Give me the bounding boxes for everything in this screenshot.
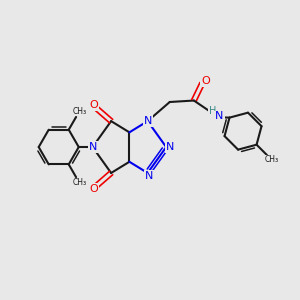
Text: N: N xyxy=(88,142,97,152)
Text: CH₃: CH₃ xyxy=(265,155,279,164)
Text: O: O xyxy=(89,184,98,194)
Text: N: N xyxy=(215,111,224,122)
Text: CH₃: CH₃ xyxy=(72,178,86,187)
Text: CH₃: CH₃ xyxy=(72,107,86,116)
Text: N: N xyxy=(143,116,152,126)
Text: O: O xyxy=(89,100,98,110)
Text: N: N xyxy=(145,171,153,181)
Text: N: N xyxy=(166,142,174,152)
Text: O: O xyxy=(201,76,210,86)
Text: H: H xyxy=(209,106,216,116)
